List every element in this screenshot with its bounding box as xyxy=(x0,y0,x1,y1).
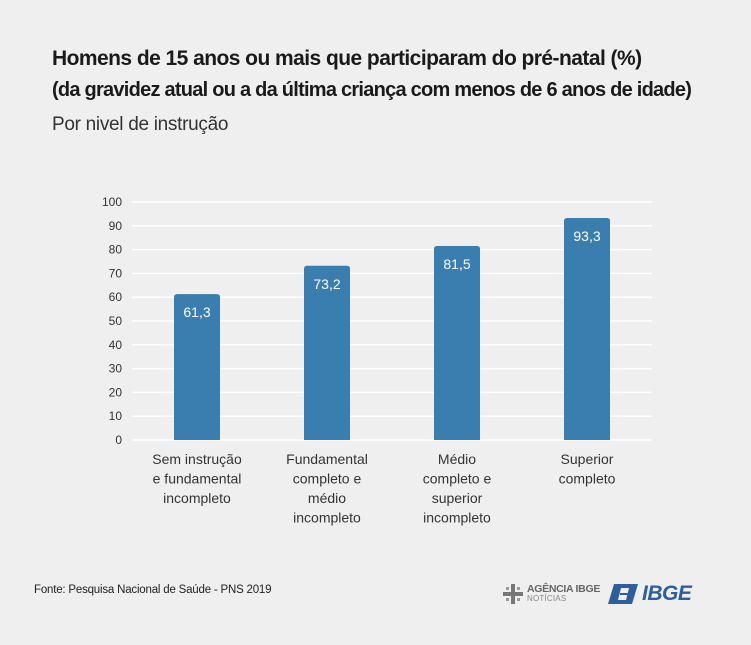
x-category-label: Sem instrução xyxy=(152,451,242,467)
y-tick-label: 100 xyxy=(102,195,122,209)
bar-value-label: 73,2 xyxy=(313,276,340,292)
x-category-label: médio xyxy=(308,490,346,506)
x-category-label: Médio xyxy=(438,451,476,467)
agencia-ibge-logo: AGÊNCIA IBGE NOTÍCIAS xyxy=(503,582,600,606)
y-tick-label: 60 xyxy=(109,290,123,304)
bar xyxy=(564,217,610,440)
y-tick-label: 0 xyxy=(115,433,122,447)
bar xyxy=(304,265,350,440)
bar-value-label: 93,3 xyxy=(573,228,600,244)
x-category-label: incompleto xyxy=(163,490,231,506)
chart-title-line-2: (da gravidez atual ou a da última crianç… xyxy=(52,79,692,101)
source-note: Fonte: Pesquisa Nacional de Saúde - PNS … xyxy=(34,584,272,596)
agencia-noticias-text: NOTÍCIAS xyxy=(527,594,567,603)
agencia-ibge-icon xyxy=(503,584,523,604)
y-tick-label: 70 xyxy=(109,266,123,280)
y-tick-label: 40 xyxy=(109,338,123,352)
bar xyxy=(434,246,480,440)
x-category-label: completo e xyxy=(423,471,492,487)
y-tick-label: 50 xyxy=(109,314,123,328)
x-axis-labels: Sem instrução e fundamental incompleto Fund… xyxy=(152,451,615,526)
y-tick-label: 80 xyxy=(109,243,123,257)
ibge-logo: IBGE xyxy=(608,582,692,606)
bar-value-labels: 61,3 73,2 81,5 93,3 xyxy=(183,228,600,320)
chart-title: Homens de 15 anos ou mais que participar… xyxy=(52,47,642,70)
ibge-logo-icon xyxy=(608,584,638,604)
bar-value-label: 81,5 xyxy=(443,256,470,272)
agencia-ibge-text: AGÊNCIA IBGE xyxy=(527,583,601,595)
x-category-label: Superior xyxy=(561,451,614,467)
y-axis-ticks: 0 10 20 30 40 50 60 70 80 90 100 xyxy=(102,195,122,447)
bar xyxy=(174,294,220,440)
bars xyxy=(174,217,610,440)
x-category-label: superior xyxy=(432,490,483,506)
x-category-label: Fundamental xyxy=(286,451,368,467)
y-tick-label: 20 xyxy=(109,385,123,399)
chart-subtitle: Por nivel de instrução xyxy=(52,114,229,135)
bar-value-label: 61,3 xyxy=(183,304,210,320)
x-category-label: completo xyxy=(559,471,616,487)
x-category-label: incompleto xyxy=(293,510,361,526)
y-tick-label: 90 xyxy=(109,219,123,233)
x-category-label: incompleto xyxy=(423,510,491,526)
y-tick-label: 30 xyxy=(109,362,123,376)
x-category-label: completo e xyxy=(293,471,362,487)
x-category-label: e fundamental xyxy=(153,471,242,487)
y-tick-label: 10 xyxy=(109,409,123,423)
ibge-logo-text: IBGE xyxy=(642,582,692,605)
